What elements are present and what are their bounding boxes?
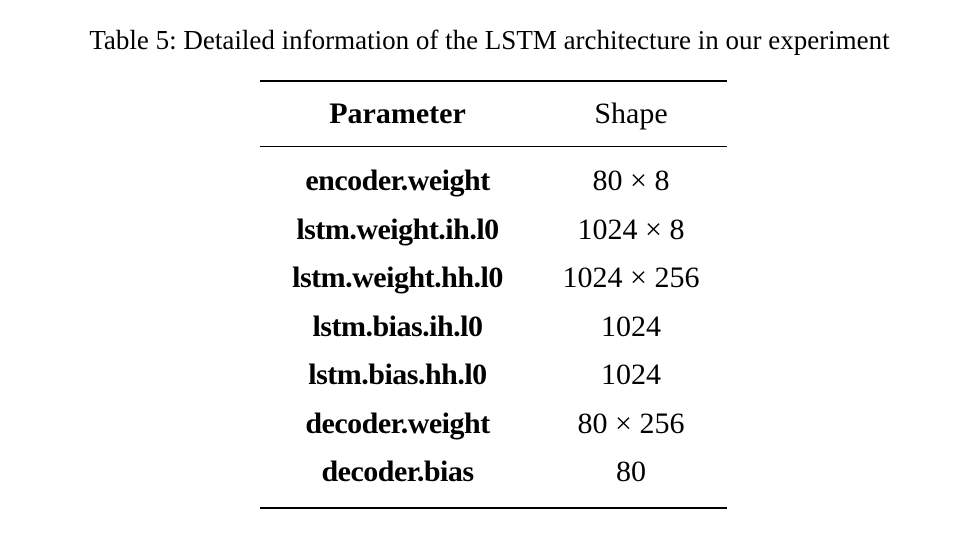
table-caption: Table 5: Detailed information of the LST… — [89, 25, 890, 55]
shape-cell: 1024 — [601, 358, 661, 392]
shape-cell: 80 × 256 — [577, 406, 685, 440]
table-row: lstm.bias.ih.l0 1024 — [260, 303, 727, 352]
shape-cell: 1024 × 256 — [562, 261, 700, 295]
table-row: lstm.weight.hh.l0 1024 × 256 — [260, 254, 727, 303]
header-row: Parameter Shape — [260, 81, 727, 147]
shape-cell: 1024 × 8 — [577, 212, 685, 246]
parameter-cell: lstm.bias.ih.l0 — [312, 309, 483, 343]
parameter-cell: decoder.bias — [321, 455, 474, 489]
table-row: decoder.weight 80 × 256 — [260, 400, 727, 449]
parameter-cell: decoder.weight — [305, 406, 490, 440]
table-row: lstm.weight.ih.l0 1024 × 8 — [260, 206, 727, 255]
parameter-cell: encoder.weight — [305, 164, 490, 198]
parameter-cell: lstm.weight.ih.l0 — [296, 212, 499, 246]
table: Parameter Shape encoder.weight 80 × 8 ls… — [260, 80, 727, 509]
table-body: encoder.weight 80 × 8 lstm.weight.ih.l0 … — [260, 147, 727, 508]
table-header: Parameter Shape — [260, 81, 727, 147]
table-row: encoder.weight 80 × 8 — [260, 147, 727, 206]
shape-cell: 1024 — [601, 309, 661, 343]
shape-cell: 80 — [616, 455, 646, 489]
table-row: lstm.bias.hh.l0 1024 — [260, 351, 727, 400]
lstm-architecture-table: Parameter Shape encoder.weight 80 × 8 ls… — [260, 80, 727, 509]
parameter-cell: lstm.bias.hh.l0 — [308, 358, 487, 392]
header-shape: Shape — [594, 97, 668, 130]
table-row: decoder.bias 80 — [260, 448, 727, 508]
parameter-cell: lstm.weight.hh.l0 — [292, 261, 503, 295]
shape-cell: 80 × 8 — [592, 164, 670, 198]
header-parameter: Parameter — [329, 97, 466, 130]
